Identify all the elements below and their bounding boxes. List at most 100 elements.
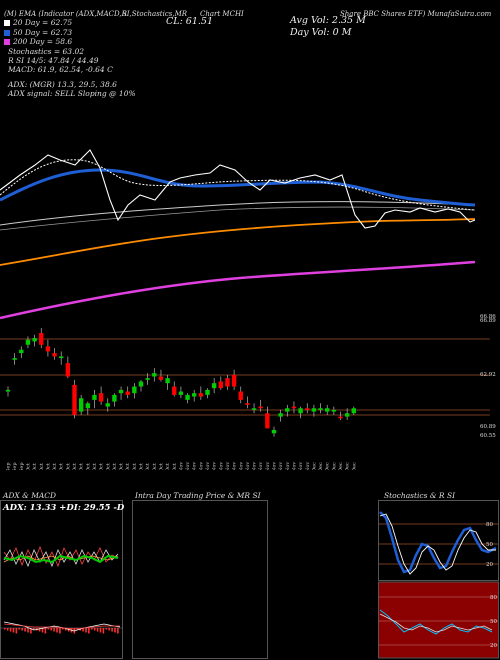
header-topline-1: (M) EMA (Indicator (ADX,MACD,R xyxy=(4,10,127,18)
candle-body xyxy=(39,333,44,345)
candle-body xyxy=(238,391,243,400)
x-tick-label: 22 Oct xyxy=(125,463,131,470)
macd-hist-bar xyxy=(56,628,58,633)
stochastic-k-line xyxy=(379,511,497,574)
rsi-label-20: 20 xyxy=(490,643,497,649)
candle-body xyxy=(331,409,337,412)
x-tick-label: 04 Nov xyxy=(185,462,191,470)
legend-ema50: 50 Day = 62.73 xyxy=(4,28,72,37)
x-tick-label: 18 Nov xyxy=(252,462,258,470)
candle-body xyxy=(45,346,51,352)
rsi-label-50: 50 xyxy=(490,619,497,625)
candle-body xyxy=(291,406,297,409)
candle-body xyxy=(218,381,223,389)
candle-body xyxy=(12,358,17,360)
candle-body xyxy=(125,391,130,395)
legend-ema200: 200 Day = 58.6 xyxy=(4,37,72,46)
macd-hist-bar xyxy=(64,628,67,631)
macd-hist-bar xyxy=(9,628,12,632)
ema150b-line xyxy=(0,206,476,231)
x-tick-label: 26 Sep xyxy=(6,462,12,470)
x-tick-label: 13 Nov xyxy=(232,462,238,470)
x-tick-label: 21 Nov xyxy=(272,462,278,470)
x-tick-label: 03 Oct xyxy=(39,463,45,470)
x-tick-label: 14 Oct xyxy=(85,463,91,470)
x-tick-label: 21 Oct xyxy=(119,463,125,470)
x-tick-label: 03 Dec xyxy=(318,462,324,470)
candle-body xyxy=(318,408,323,410)
macd-hist-bar xyxy=(44,628,47,634)
stochastic-d-line xyxy=(379,513,496,575)
macd-hist-bar xyxy=(91,628,93,630)
candle-body xyxy=(271,429,277,434)
right-label-60-55: 60.55 xyxy=(480,433,496,439)
candle-body xyxy=(145,378,150,380)
candle-body xyxy=(211,383,217,389)
candle-body xyxy=(19,349,24,354)
macd-hist-bar xyxy=(30,628,32,634)
main-price-chart: 26 Sep27 Sep30 Sep01 Oct02 Oct03 Oct04 O… xyxy=(0,149,496,470)
x-tick-label: 08 Oct xyxy=(59,463,65,470)
macd-hist-bar xyxy=(114,628,116,633)
candle-body xyxy=(25,339,31,345)
candle-body xyxy=(245,403,250,405)
x-tick-label: 27 Sep xyxy=(12,462,18,470)
avg-volume: Avg Vol: 2.35 M xyxy=(290,15,366,26)
stochastics-value: Stochastics = 63.02 xyxy=(8,47,85,56)
candle-body xyxy=(165,378,170,384)
right-label-60-89: 60.89 xyxy=(480,424,496,430)
candle-body xyxy=(198,393,204,397)
x-tick-label: 16 Oct xyxy=(99,463,105,470)
macd-hist-bar xyxy=(21,628,23,631)
x-tick-label: 27 Nov xyxy=(298,462,304,470)
ema200-swatch xyxy=(4,39,10,45)
candle-body xyxy=(205,389,210,395)
candle-body xyxy=(118,389,124,394)
x-tick-label: 28 Oct xyxy=(152,463,158,470)
x-tick-label: 31 Oct xyxy=(172,463,178,470)
close-price: CL: 61.51 xyxy=(166,16,213,27)
adx-macd-panel: ADX: 13.33 +DI: 29.55 -DI: 38.64 xyxy=(0,500,124,659)
stoch-label-50: 50 xyxy=(486,542,493,548)
ema150-line xyxy=(0,201,476,226)
candle-body xyxy=(325,408,330,412)
x-tick-label: 02 Oct xyxy=(32,463,38,470)
candle-body xyxy=(52,353,57,357)
macd-hist-bar xyxy=(33,628,35,630)
x-tick-label: 02 Dec xyxy=(311,462,317,470)
x-tick-label: 04 Dec xyxy=(325,462,331,470)
x-tick-label: 30 Oct xyxy=(165,463,171,470)
candle-body xyxy=(305,408,310,410)
candle-body xyxy=(85,403,90,409)
ema20-swatch xyxy=(4,20,10,26)
x-tick-label: 29 Oct xyxy=(158,463,164,470)
macd-hist-bar xyxy=(47,628,50,630)
panel-title-stochastics: Stochastics & R SI xyxy=(384,491,456,500)
x-tick-label: 05 Nov xyxy=(192,462,198,470)
x-tick-label: 29 Nov xyxy=(305,462,311,470)
macd-hist-bar xyxy=(102,628,105,634)
macd-hist-bar xyxy=(38,628,41,632)
candlestick-series xyxy=(5,328,356,437)
panel-title-adx-macd: ADX & MACD xyxy=(3,491,57,500)
x-tick-label: 26 Nov xyxy=(291,462,297,470)
legend-ema20: 20 Day = 62.75 xyxy=(4,18,72,27)
candle-body xyxy=(231,374,237,387)
x-tick-label: 12 Nov xyxy=(225,462,231,470)
candle-body xyxy=(311,408,317,412)
macd-hist-bar xyxy=(117,628,119,634)
x-tick-label: 25 Nov xyxy=(285,462,291,470)
macd-hist-bar xyxy=(6,628,9,631)
x-tick-label: 01 Oct xyxy=(25,463,31,470)
candle-body xyxy=(132,386,137,394)
candle-body xyxy=(98,393,104,402)
x-tick-label: 19 Nov xyxy=(258,462,264,470)
macd-hist-bar xyxy=(62,628,64,630)
candle-body xyxy=(192,393,197,397)
candle-body xyxy=(278,413,283,417)
x-tick-label: 15 Nov xyxy=(245,462,251,470)
macd-hist-bar xyxy=(18,628,21,630)
macd-lines xyxy=(0,621,123,634)
ema50-swatch xyxy=(4,30,10,36)
macd-hist-bar xyxy=(15,628,18,634)
